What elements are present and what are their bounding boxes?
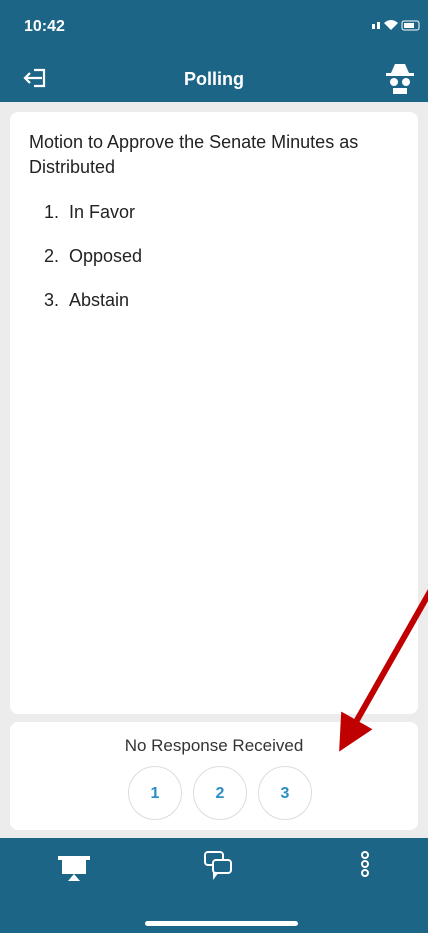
option-text: In Favor [69, 202, 136, 222]
home-indicator [145, 921, 298, 926]
option-text: Abstain [69, 290, 130, 310]
poll-card: Motion to Approve the Senate Minutes as … [10, 112, 418, 714]
time: 10:42 [24, 18, 65, 35]
tab-icons [58, 851, 369, 881]
chat-tab[interactable] [204, 851, 232, 880]
vote-button[interactable]: 1 [128, 766, 182, 820]
option-number: 3. [43, 290, 59, 310]
present-tab[interactable] [58, 856, 90, 881]
option-number: 2. [43, 246, 59, 266]
header-icons [23, 64, 414, 94]
vote-button[interactable]: 3 [258, 766, 312, 820]
title: Polling [184, 69, 244, 89]
poll-option: 2. Opposed [37, 246, 142, 267]
poll-option: 1. In Favor [37, 202, 135, 223]
status-bar: 10:42 [0, 0, 428, 56]
back-button[interactable] [23, 68, 46, 88]
response-status: No Response Received [124, 736, 304, 755]
option-text: Opposed [69, 246, 143, 266]
status-icons [372, 20, 420, 31]
question: Motion to Approve the Senate Minutes as … [29, 132, 359, 177]
more-tab[interactable] [361, 851, 369, 877]
option-number: 1. [43, 202, 59, 222]
header: Polling [0, 56, 428, 102]
vote-button[interactable]: 2 [193, 766, 247, 820]
poll-option: 3. Abstain [37, 290, 129, 311]
tab-bar [0, 838, 428, 933]
incognito-button[interactable] [386, 64, 414, 94]
